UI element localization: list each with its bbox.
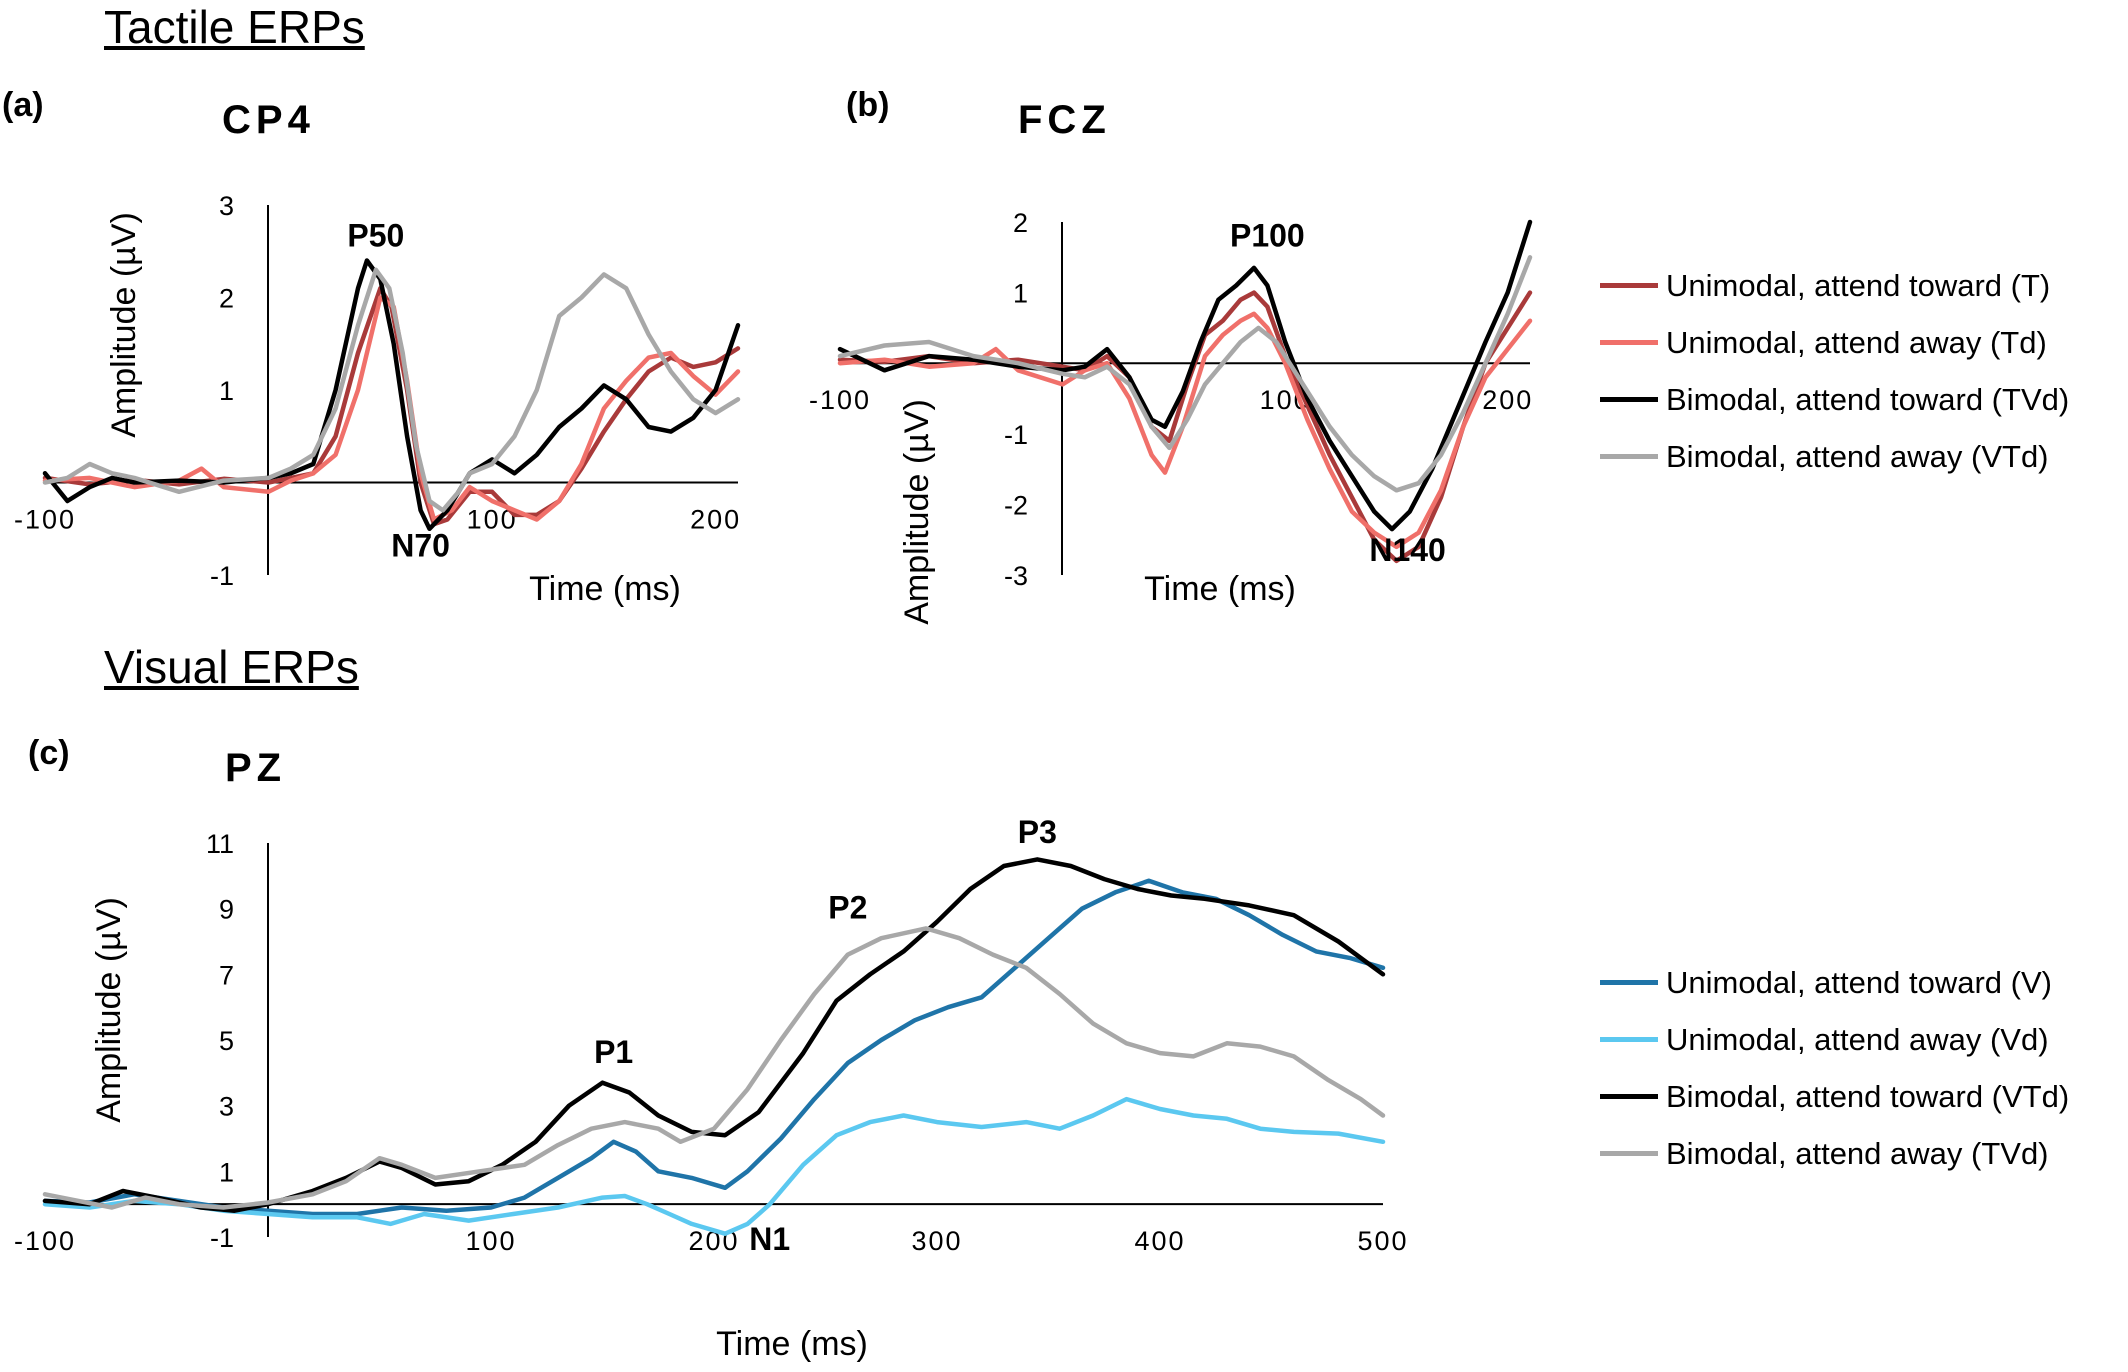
y-tick-label: 7: [219, 960, 234, 990]
x-tick-label: 200: [690, 505, 741, 535]
legend-swatch: [1600, 1094, 1658, 1099]
legend-visual: Unimodal, attend toward (V) Unimodal, att…: [1600, 954, 2069, 1182]
x-tick-label: -100: [14, 1226, 76, 1256]
y-tick-label: -3: [1004, 561, 1028, 591]
chart-title-pz: PZ: [225, 746, 287, 790]
legend-item: Unimodal, attend toward (T): [1600, 257, 2069, 314]
series-line-2: [837, 219, 1533, 532]
x-axis-label: Time (ms): [529, 570, 681, 608]
peak-label: P2: [828, 890, 867, 926]
y-axis-label: Amplitude (µV): [105, 212, 143, 438]
peak-label: P100: [1230, 218, 1305, 254]
x-tick-label: 300: [911, 1226, 962, 1256]
legend-swatch: [1600, 340, 1658, 345]
legend-item: Unimodal, attend away (Vd): [1600, 1011, 2069, 1068]
x-tick-label: -100: [14, 505, 76, 535]
legend-item: Bimodal, attend toward (VTd): [1600, 1068, 2069, 1125]
series-line-1: [42, 1096, 1386, 1236]
legend-swatch: [1600, 1151, 1658, 1156]
legend-label: Bimodal, attend toward (VTd): [1666, 1078, 2070, 1114]
series-line-2: [42, 857, 1386, 1213]
series-line-3: [837, 255, 1533, 493]
x-tick-label: 500: [1357, 1226, 1408, 1256]
series-line-0: [42, 878, 1386, 1217]
series-line-2: [42, 258, 741, 532]
legend-swatch: [1600, 1037, 1658, 1042]
legend-item: Bimodal, attend toward (TVd): [1600, 371, 2069, 428]
chart-title-fcz: FCZ: [1018, 98, 1111, 142]
y-tick-label: 3: [219, 191, 234, 221]
x-tick-label: 200: [1482, 385, 1533, 415]
legend-label: Unimodal, attend toward (V): [1666, 964, 2052, 1000]
y-tick-label: 2: [1013, 208, 1028, 238]
legend-label: Unimodal, attend away (Td): [1666, 324, 2047, 360]
peak-label: N1: [749, 1221, 790, 1257]
peak-label: P1: [594, 1034, 633, 1070]
y-tick-label: 5: [219, 1026, 234, 1056]
legend-swatch: [1600, 283, 1658, 288]
series-line-3: [42, 926, 1386, 1210]
y-tick-label: 2: [219, 284, 234, 314]
y-tick-label: -1: [210, 561, 234, 591]
y-tick-label: 1: [1013, 279, 1028, 309]
legend-item: Bimodal, attend away (TVd): [1600, 1125, 2069, 1182]
peak-label: N70: [391, 528, 450, 564]
section-title-tactile: Tactile ERPs: [104, 1, 365, 53]
legend-item: Bimodal, attend away (VTd): [1600, 428, 2069, 485]
y-tick-label: 11: [206, 829, 234, 859]
y-axis-label: Amplitude (µV): [90, 897, 128, 1123]
legend-swatch: [1600, 397, 1658, 402]
y-tick-label: -1: [210, 1223, 234, 1253]
peak-label: P50: [347, 218, 404, 254]
legend-label: Unimodal, attend away (Vd): [1666, 1021, 2049, 1057]
series-line-0: [837, 290, 1533, 564]
x-tick-label: 100: [465, 1226, 516, 1256]
peak-label: N140: [1369, 532, 1446, 568]
panel-letter-c: (c): [28, 734, 70, 772]
y-tick-label: 1: [219, 376, 234, 406]
y-tick-label: 9: [219, 895, 234, 925]
legend-label: Unimodal, attend toward (T): [1666, 267, 2051, 303]
panel-letter-a: (a): [2, 86, 44, 124]
y-axis-label: Amplitude (µV): [898, 399, 936, 625]
legend-item: Unimodal, attend away (Td): [1600, 314, 2069, 371]
chart-title-cp4: CP4: [222, 98, 315, 142]
legend-label: Bimodal, attend away (VTd): [1666, 438, 2049, 474]
x-axis-label: Time (ms): [1144, 570, 1296, 608]
legend-item: Unimodal, attend toward (V): [1600, 954, 2069, 1011]
x-tick-label: 400: [1134, 1226, 1185, 1256]
peak-label: P3: [1018, 814, 1057, 850]
series-line-3: [42, 267, 741, 513]
x-tick-label: -100: [809, 385, 871, 415]
legend-label: Bimodal, attend toward (TVd): [1666, 381, 2070, 417]
y-tick-label: 1: [219, 1157, 234, 1187]
y-tick-label: 3: [219, 1092, 234, 1122]
x-axis-label: Time (ms): [716, 1325, 868, 1363]
legend-swatch: [1600, 454, 1658, 459]
section-title-visual: Visual ERPs: [104, 641, 359, 693]
legend-label: Bimodal, attend away (TVd): [1666, 1135, 2049, 1171]
legend-tactile: Unimodal, attend toward (T) Unimodal, att…: [1600, 257, 2069, 485]
panel-letter-b: (b): [846, 86, 890, 124]
legend-swatch: [1600, 980, 1658, 985]
y-tick-label: -2: [1004, 490, 1028, 520]
y-tick-label: -1: [1004, 420, 1028, 450]
